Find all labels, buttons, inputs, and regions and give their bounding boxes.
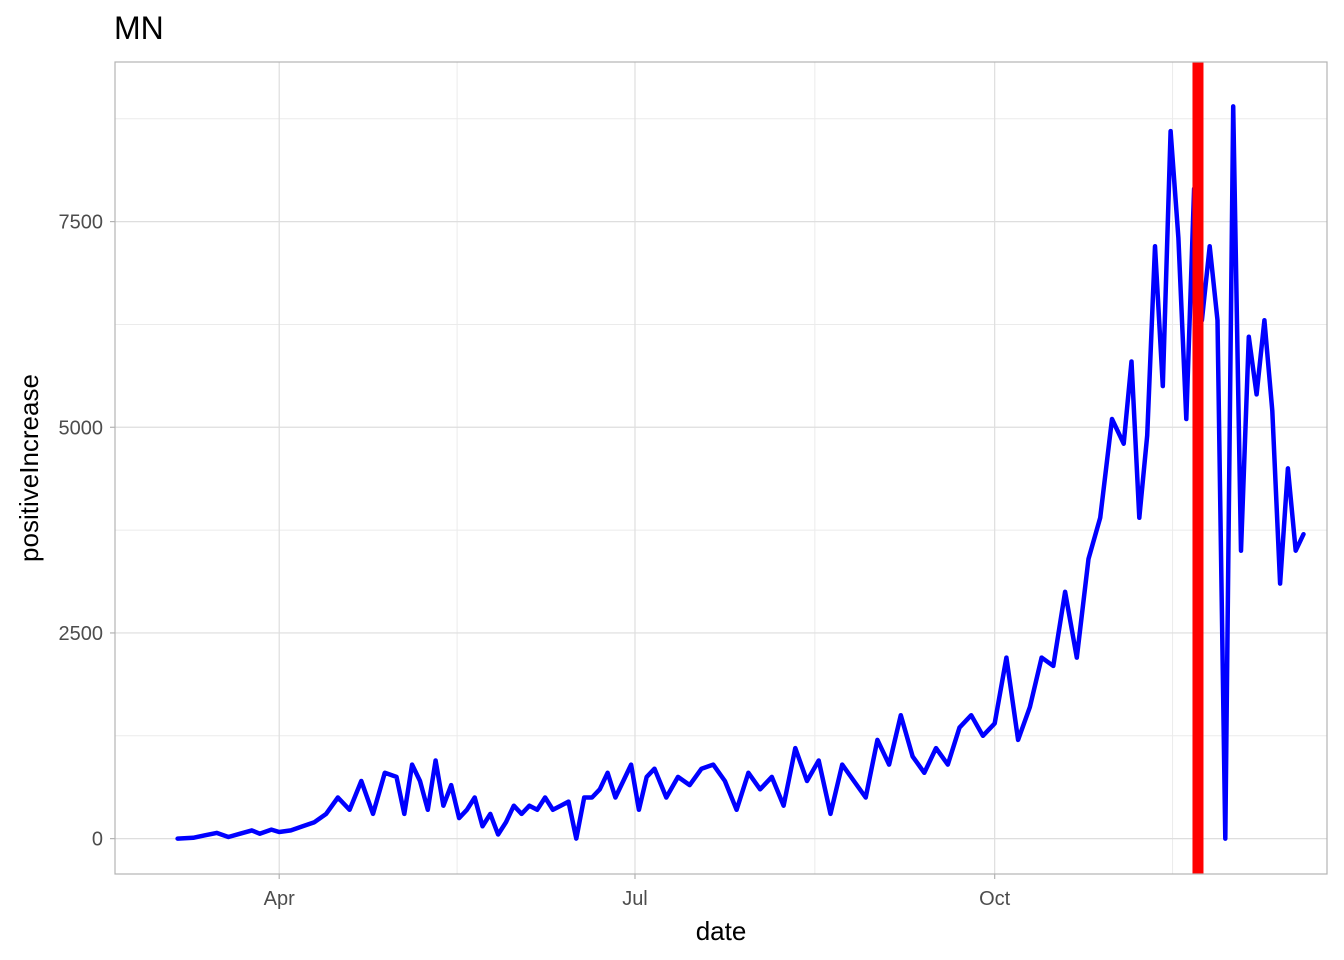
x-tick-label: Apr <box>264 888 295 910</box>
y-tick-label: 7500 <box>59 212 104 234</box>
plot-panel-border <box>114 61 1328 875</box>
y-axis-title: positiveIncrease <box>14 374 44 562</box>
chart-title: MN <box>114 10 164 46</box>
x-axis-ticks: Apr Jul Oct <box>264 874 1011 910</box>
y-tick-label: 2500 <box>59 623 104 645</box>
y-tick-label: 5000 <box>59 417 104 439</box>
x-tick-label: Jul <box>622 888 648 910</box>
y-tick-label: 0 <box>92 829 103 851</box>
x-tick-label: Oct <box>979 888 1011 910</box>
series-line <box>175 104 1306 841</box>
y-axis-ticks: 0 2500 5000 7500 <box>59 212 115 851</box>
x-axis-title: date <box>696 916 747 946</box>
grid-lines <box>115 62 1327 874</box>
series-layer <box>175 104 1306 841</box>
